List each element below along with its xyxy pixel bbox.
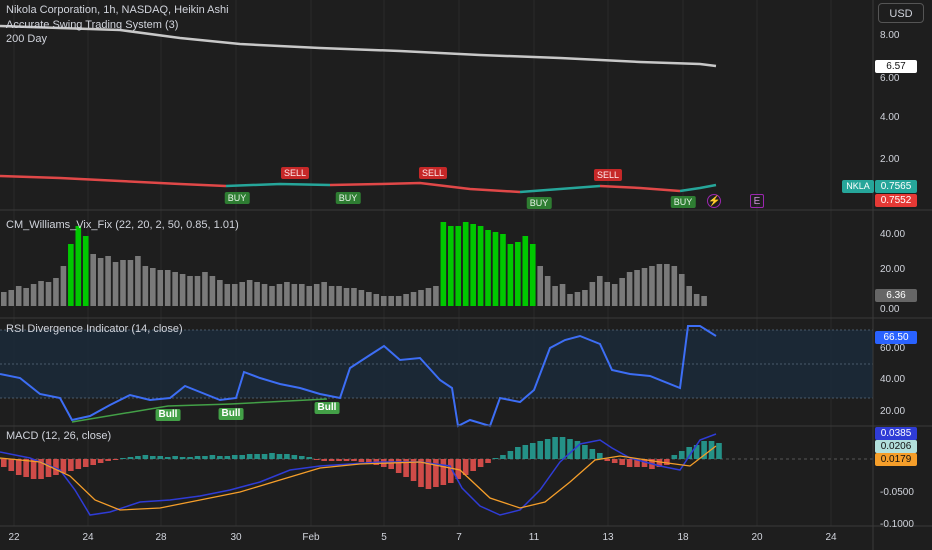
macd-histogram bbox=[1, 437, 722, 489]
symbol-name-tag: NKLA bbox=[842, 180, 874, 193]
rsi-line bbox=[0, 325, 717, 428]
buy-signal: BUY bbox=[224, 192, 250, 204]
x-axis-label: 20 bbox=[751, 532, 763, 543]
sell-signal: SELL bbox=[418, 167, 448, 179]
currency-button[interactable]: USD bbox=[878, 3, 924, 23]
last-price-tag: 0.7565 bbox=[875, 180, 917, 193]
macd-tick: -0.0500 bbox=[880, 487, 914, 498]
x-axis-label: 28 bbox=[155, 532, 167, 543]
x-axis-label: 18 bbox=[677, 532, 689, 543]
x-axis-label: Feb bbox=[302, 532, 320, 543]
x-axis-label: 24 bbox=[825, 532, 837, 543]
vix-tick: 20.00 bbox=[880, 264, 906, 275]
earnings-icon[interactable]: E bbox=[750, 194, 764, 208]
ma-200-line bbox=[0, 24, 717, 68]
lightning-icon[interactable]: ⚡ bbox=[707, 194, 721, 208]
signal-line bbox=[0, 445, 717, 511]
buy-signal: BUY bbox=[526, 197, 552, 209]
bull-divergence-label: Bull bbox=[218, 408, 244, 420]
rsi-tick: 60.00 bbox=[880, 343, 906, 354]
red-price-tag: 0.7552 bbox=[875, 194, 917, 207]
sell-signal: SELL bbox=[593, 169, 623, 181]
ma200-value-tag: 6.57 bbox=[875, 60, 917, 73]
buy-signal: BUY bbox=[335, 192, 361, 204]
indicator-legend-swing[interactable]: Accurate Swing Trading System (3) bbox=[6, 19, 179, 31]
rsi-tick: 20.00 bbox=[880, 406, 906, 417]
x-axis-label: 5 bbox=[381, 532, 387, 543]
price-tick: 6.00 bbox=[880, 73, 900, 84]
rsi-tick: 40.00 bbox=[880, 374, 906, 385]
vix-tick: 40.00 bbox=[880, 229, 906, 240]
x-axis-label: 11 bbox=[528, 532, 540, 543]
x-axis-label: 22 bbox=[8, 532, 20, 543]
price-tick: 4.00 bbox=[880, 112, 900, 123]
bull-divergence-label: Bull bbox=[314, 402, 340, 414]
vix-tick: 0.00 bbox=[880, 304, 900, 315]
price-tick: 8.00 bbox=[880, 30, 900, 41]
indicator-legend-200day[interactable]: 200 Day bbox=[6, 33, 47, 45]
price-tick: 2.00 bbox=[880, 154, 900, 165]
bull-divergence-line bbox=[71, 398, 328, 423]
sell-signal: SELL bbox=[280, 167, 310, 179]
macd-tick: -0.1000 bbox=[880, 519, 914, 530]
macd-title[interactable]: MACD (12, 26, close) bbox=[6, 430, 112, 442]
vix-value-tag: 6.36 bbox=[875, 289, 917, 302]
x-axis-label: 13 bbox=[602, 532, 614, 543]
x-axis-label: 30 bbox=[230, 532, 242, 543]
macd-value-tag: 0.0385 bbox=[875, 427, 917, 440]
rsi-value-tag: 66.50 bbox=[875, 331, 917, 344]
hist-value-tag: 0.0179 bbox=[875, 453, 917, 466]
chart-symbol-title[interactable]: Nikola Corporation, 1h, NASDAQ, Heikin A… bbox=[6, 4, 229, 16]
x-axis-label: 24 bbox=[82, 532, 94, 543]
bull-divergence-label: Bull bbox=[155, 409, 181, 421]
x-axis-label: 7 bbox=[456, 532, 462, 543]
rsi-divergence-title[interactable]: RSI Divergence Indicator (14, close) bbox=[6, 323, 183, 335]
vix-fix-title[interactable]: CM_Williams_Vix_Fix (22, 20, 2, 50, 0.85… bbox=[6, 219, 239, 231]
price-series bbox=[0, 174, 717, 194]
signal-value-tag: 0.0206 bbox=[875, 440, 917, 453]
vix-fix-histogram bbox=[1, 222, 707, 306]
buy-signal: BUY bbox=[670, 196, 696, 208]
